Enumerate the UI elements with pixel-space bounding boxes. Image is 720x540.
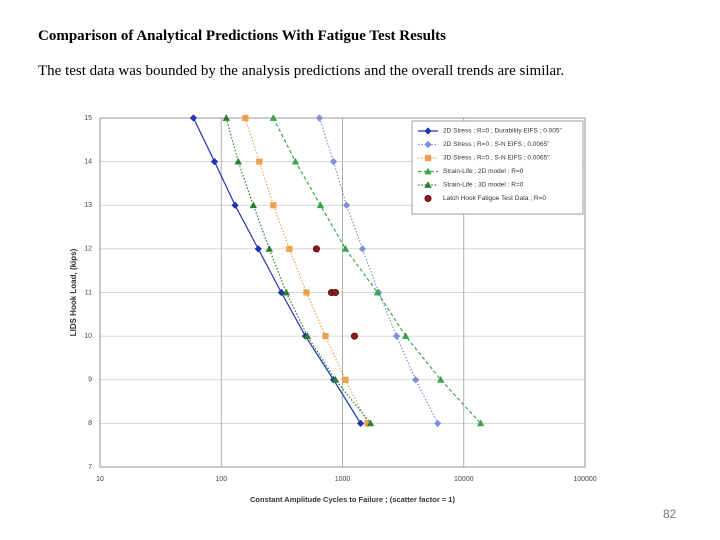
marker [254,245,262,253]
marker [315,114,324,122]
marker [303,332,312,339]
marker [329,158,338,166]
y-tick-label: 13 [84,202,92,209]
marker [256,158,263,165]
marker [477,419,485,427]
legend-marker [424,140,432,149]
x-axis-label: Constant Amplitude Cycles to Failure ; (… [250,495,455,504]
x-tick-label: 10000 [454,476,474,483]
marker [277,288,285,297]
marker [356,419,365,427]
marker [412,376,420,384]
legend-box [411,120,584,215]
marker [342,376,349,383]
marker [234,157,242,165]
legend-marker [424,167,432,175]
marker [242,114,249,122]
y-tick-label: 8 [88,420,92,427]
marker [322,333,329,340]
marker [358,245,367,253]
legend-marker [424,195,432,203]
marker [331,288,339,296]
marker [366,419,375,427]
legend-marker [424,154,432,162]
marker [316,201,325,209]
marker [373,288,382,296]
y-tick-label: 10 [84,333,92,340]
marker [392,332,401,340]
x-tick-label: 100 [215,476,227,483]
y-tick-label: 14 [84,158,92,165]
marker [282,288,291,296]
marker [331,375,340,383]
marker [401,332,410,339]
legend-label: 2D Stress ; R=0 ; Durability EIFS ; 0.00… [443,128,563,135]
marker [269,114,278,121]
y-axis-label: LIDS Hook Load, (kips) [69,248,78,336]
marker [342,201,351,209]
y-tick-label: 11 [85,289,92,296]
marker [286,245,293,252]
page-number: 82 [663,507,677,521]
marker [210,158,219,166]
legend-label: 3D Stress ; R=0 ; S-N EIFS ; 0.0065" [443,155,550,162]
marker [291,157,300,165]
y-tick-label: 9 [88,377,92,384]
marker [222,114,230,121]
series-line [192,117,362,424]
legend-label: 2D Stress ; R=0 ; S-N EIFS ; 0.0065" [443,141,550,148]
series-line [272,117,482,424]
marker [249,201,258,209]
y-tick-label: 7 [88,464,92,471]
y-tick-label: 15 [84,115,92,122]
x-tick-label: 10 [96,476,104,483]
slide-subtitle: The test data was bounded by the analysi… [38,63,565,79]
legend-label: Strain-Life ; 2D model ; R=0 [443,168,524,175]
x-tick-label: 1000 [335,476,351,483]
legend-marker [424,127,432,135]
marker [270,202,277,209]
legend-label: Latch Hook Fatigue Test Data ; R=0 [443,195,546,202]
series-line [225,117,371,424]
series-line [318,117,439,424]
marker [341,245,350,252]
marker [434,419,442,427]
marker [437,375,445,383]
marker [231,201,239,209]
legend-marker [424,181,432,188]
marker [265,245,273,252]
slide-title: Comparison of Analytical Predictions Wit… [38,28,446,44]
marker [189,114,198,122]
marker [312,245,320,253]
marker [351,332,359,340]
plot-frame [99,117,586,468]
legend-label: Strain-Life ; 3D model ; R=0 [443,182,524,189]
y-tick-label: 12 [84,246,92,253]
marker [303,289,310,296]
x-tick-label: 100000 [573,476,596,483]
series-line [244,117,369,424]
